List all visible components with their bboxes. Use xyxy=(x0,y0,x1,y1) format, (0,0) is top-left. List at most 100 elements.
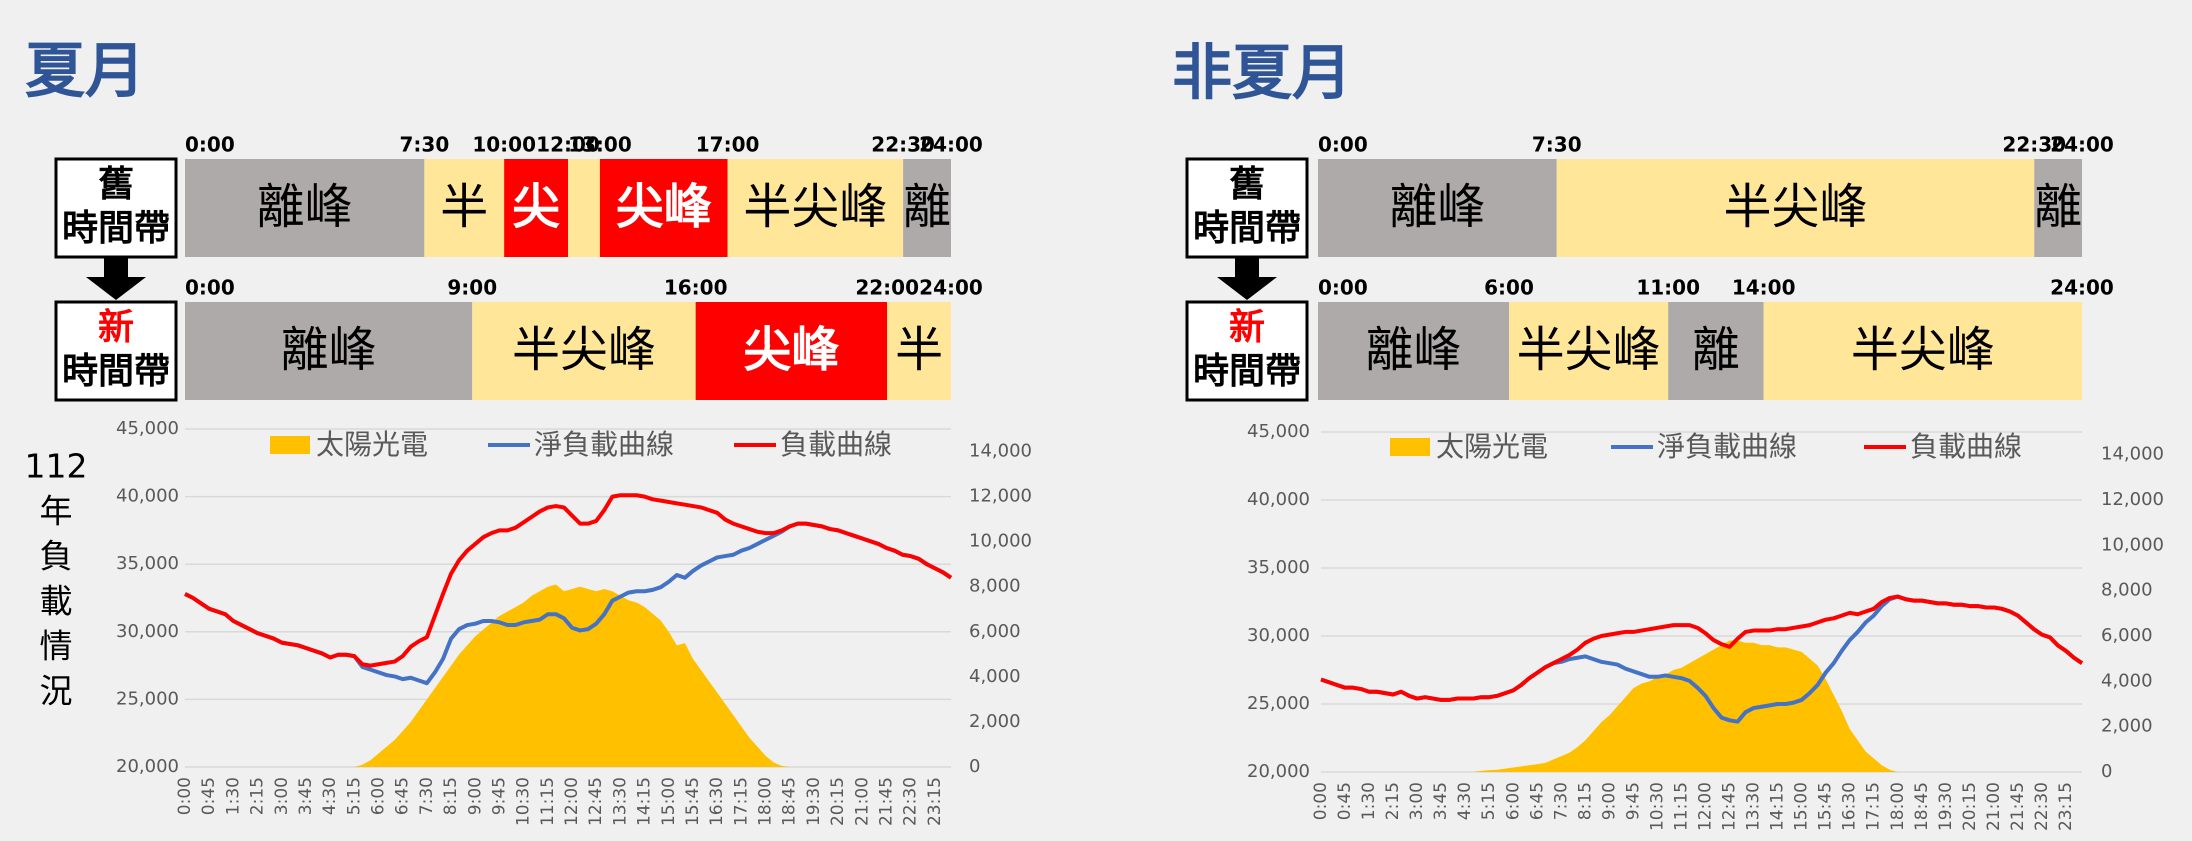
segment-label: 離峰 xyxy=(1389,179,1485,235)
x-tick-label: 6:45 xyxy=(1527,782,1547,820)
badge-box xyxy=(54,300,178,402)
y-tick-label: 20,000 xyxy=(116,756,179,777)
x-tick-label: 21:00 xyxy=(1984,782,2004,831)
x-tick-label: 23:15 xyxy=(2056,782,2076,831)
x-tick-label: 12:45 xyxy=(586,777,606,826)
time-tick-label: 10:00 xyxy=(472,133,536,157)
time-tick-label: 22:00 xyxy=(855,276,919,300)
time-tick-label: 24:00 xyxy=(2050,276,2114,300)
time-tick-label: 24:00 xyxy=(919,133,983,157)
time-tick-label: 14:00 xyxy=(1732,276,1796,300)
arrow xyxy=(1217,257,1277,300)
x-tick-label: 0:00 xyxy=(1311,782,1331,820)
time-segment xyxy=(568,159,600,257)
side-label: 112 xyxy=(25,447,88,486)
y-tick-label: 35,000 xyxy=(116,553,179,574)
time-tick-label: 22:30 xyxy=(2002,133,2066,157)
y2-tick-label: 14,000 xyxy=(969,441,1032,462)
badge-text: 新 xyxy=(98,307,134,348)
y2-tick-label: 12,000 xyxy=(969,486,1032,507)
y-tick-label: 45,000 xyxy=(116,418,179,439)
y-tick-label: 25,000 xyxy=(1247,693,1310,714)
x-tick-label: 9:00 xyxy=(465,777,485,815)
x-tick-label: 14:15 xyxy=(635,777,655,826)
badge-sub-text: 時間帶 xyxy=(62,351,170,392)
x-tick-label: 16:30 xyxy=(1840,782,1860,831)
segment-label: 離峰 xyxy=(257,179,353,235)
time-tick-label: 24:00 xyxy=(2050,133,2114,157)
side-label: 況 xyxy=(40,672,73,711)
legend-label: 太陽光電 xyxy=(316,428,428,461)
time-segment xyxy=(472,302,696,400)
time-tick-label: 16:00 xyxy=(664,276,728,300)
badge-sub-text: 時間帶 xyxy=(62,208,170,249)
x-tick-label: 0:45 xyxy=(199,777,219,815)
x-tick-label: 6:45 xyxy=(393,777,413,815)
segment-label: 半尖峰 xyxy=(1851,322,1995,378)
segment-label: 半尖峰 xyxy=(512,322,656,378)
x-tick-label: 14:15 xyxy=(1768,782,1788,831)
x-tick-label: 8:15 xyxy=(1575,782,1595,820)
x-tick-label: 16:30 xyxy=(707,777,727,826)
segment-label: 半尖峰 xyxy=(1517,322,1661,378)
time-segment xyxy=(887,302,951,400)
segment-label: 離峰 xyxy=(281,322,377,378)
y2-tick-label: 10,000 xyxy=(2101,534,2164,555)
segment-label: 尖峰 xyxy=(743,322,839,378)
time-segment xyxy=(424,159,505,257)
badge-text: 新 xyxy=(1229,307,1265,348)
time-segment xyxy=(2034,159,2082,257)
x-tick-label: 15:00 xyxy=(659,777,679,826)
y2-tick-label: 4,000 xyxy=(969,666,1021,687)
segment-label: 離 xyxy=(2034,179,2082,235)
x-tick-label: 7:30 xyxy=(417,777,437,815)
x-tick-label: 19:30 xyxy=(1936,782,1956,831)
segment-label: 半 xyxy=(895,322,943,378)
x-tick-label: 6:00 xyxy=(1503,782,1523,820)
y2-tick-label: 0 xyxy=(2101,761,2112,782)
x-tick-label: 2:15 xyxy=(248,777,268,815)
time-tick-label: 13:00 xyxy=(568,133,632,157)
time-tick-label: 0:00 xyxy=(185,276,235,300)
x-tick-label: 18:45 xyxy=(1912,782,1932,831)
segment-label: 半 xyxy=(440,179,488,235)
badge-box xyxy=(54,157,178,259)
x-tick-label: 23:15 xyxy=(925,777,945,826)
x-tick-label: 21:45 xyxy=(876,777,896,826)
badge-text: 舊 xyxy=(1229,164,1265,205)
y2-tick-label: 10,000 xyxy=(969,531,1032,552)
y2-tick-label: 8,000 xyxy=(2101,580,2153,601)
y2-tick-label: 14,000 xyxy=(2101,444,2164,465)
y-tick-label: 20,000 xyxy=(1247,761,1310,782)
x-tick-label: 22:30 xyxy=(2032,782,2052,831)
y-tick-label: 40,000 xyxy=(1247,489,1310,510)
x-tick-label: 11:15 xyxy=(538,777,558,826)
badge-sub-text: 時間帶 xyxy=(1193,208,1301,249)
legend-label: 太陽光電 xyxy=(1436,430,1548,463)
y2-tick-label: 2,000 xyxy=(969,711,1021,732)
x-tick-label: 18:00 xyxy=(1888,782,1908,831)
time-tick-label: 17:00 xyxy=(696,133,760,157)
time-segment xyxy=(599,159,728,257)
y-tick-label: 30,000 xyxy=(1247,625,1310,646)
legend-label: 負載曲線 xyxy=(1910,430,2022,463)
x-tick-label: 3:45 xyxy=(1431,782,1451,820)
x-tick-label: 15:45 xyxy=(1816,782,1836,831)
x-tick-label: 4:30 xyxy=(1455,782,1475,820)
x-tick-label: 18:45 xyxy=(780,777,800,826)
x-tick-label: 15:00 xyxy=(1792,782,1812,831)
x-tick-label: 3:00 xyxy=(1407,782,1427,820)
time-tick-label: 7:30 xyxy=(400,133,450,157)
y-tick-label: 40,000 xyxy=(116,486,179,507)
time-segment xyxy=(1318,159,1557,257)
x-tick-label: 0:45 xyxy=(1335,782,1355,820)
time-segment xyxy=(504,159,568,257)
time-segment xyxy=(1556,159,2035,257)
panel-title: 非夏月 xyxy=(1172,39,1352,109)
time-segment xyxy=(185,159,425,257)
arrow xyxy=(86,257,146,300)
time-tick-label: 6:00 xyxy=(1484,276,1534,300)
y2-tick-label: 6,000 xyxy=(2101,625,2153,646)
y2-tick-label: 4,000 xyxy=(2101,670,2153,691)
